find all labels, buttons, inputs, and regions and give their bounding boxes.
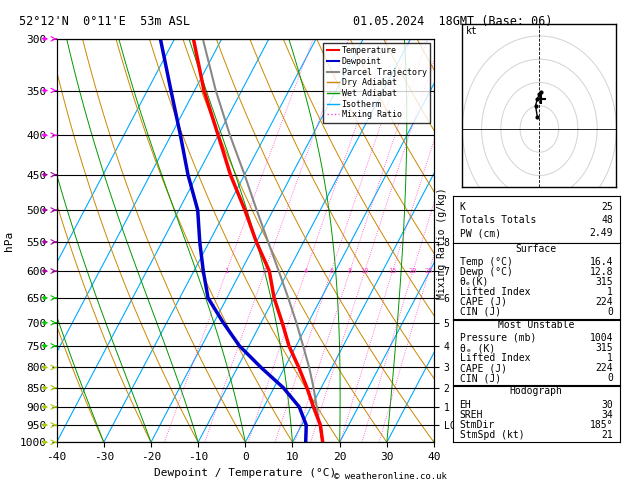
Text: Most Unstable: Most Unstable — [498, 320, 574, 330]
Text: CAPE (J): CAPE (J) — [460, 297, 506, 307]
Text: 34: 34 — [601, 410, 613, 420]
Text: © weatheronline.co.uk: © weatheronline.co.uk — [333, 472, 447, 481]
Text: 30: 30 — [601, 399, 613, 410]
Text: 1: 1 — [225, 268, 229, 274]
Text: Lifted Index: Lifted Index — [460, 287, 530, 296]
Text: θₑ(K): θₑ(K) — [460, 277, 489, 287]
Text: CIN (J): CIN (J) — [460, 373, 501, 383]
Text: StmSpd (kt): StmSpd (kt) — [460, 430, 524, 440]
Text: Totals Totals: Totals Totals — [460, 215, 536, 225]
Text: 15: 15 — [388, 268, 397, 274]
Text: 20: 20 — [409, 268, 417, 274]
Text: 48: 48 — [601, 215, 613, 225]
Text: 224: 224 — [595, 363, 613, 373]
Text: 10: 10 — [360, 268, 369, 274]
Text: 6: 6 — [329, 268, 333, 274]
Text: 2.49: 2.49 — [589, 228, 613, 238]
Text: Mixing Ratio (g/kg): Mixing Ratio (g/kg) — [437, 187, 447, 299]
Text: 1004: 1004 — [589, 333, 613, 343]
Text: 52°12'N  0°11'E  53m ASL: 52°12'N 0°11'E 53m ASL — [19, 15, 190, 28]
X-axis label: Dewpoint / Temperature (°C): Dewpoint / Temperature (°C) — [154, 468, 337, 478]
Text: 16.4: 16.4 — [589, 257, 613, 266]
Y-axis label: km
ASL: km ASL — [464, 232, 486, 249]
Legend: Temperature, Dewpoint, Parcel Trajectory, Dry Adiabat, Wet Adiabat, Isotherm, Mi: Temperature, Dewpoint, Parcel Trajectory… — [323, 43, 430, 122]
Text: CAPE (J): CAPE (J) — [460, 363, 506, 373]
Text: 224: 224 — [595, 297, 613, 307]
Text: EH: EH — [460, 399, 471, 410]
Text: 315: 315 — [595, 343, 613, 353]
Text: Lifted Index: Lifted Index — [460, 353, 530, 363]
Text: Temp (°C): Temp (°C) — [460, 257, 513, 266]
Text: 4: 4 — [304, 268, 308, 274]
Text: 0: 0 — [607, 307, 613, 317]
Text: θₑ (K): θₑ (K) — [460, 343, 495, 353]
Text: 2: 2 — [263, 268, 267, 274]
Text: 8: 8 — [348, 268, 352, 274]
Text: 315: 315 — [595, 277, 613, 287]
Text: kt: kt — [466, 26, 478, 35]
Text: K: K — [460, 202, 465, 212]
Text: 1: 1 — [607, 353, 613, 363]
Text: Surface: Surface — [516, 243, 557, 254]
Y-axis label: hPa: hPa — [4, 230, 14, 251]
Text: 25: 25 — [601, 202, 613, 212]
Text: CIN (J): CIN (J) — [460, 307, 501, 317]
Text: StmDir: StmDir — [460, 420, 495, 430]
Text: 21: 21 — [601, 430, 613, 440]
Text: SREH: SREH — [460, 410, 483, 420]
Text: 25: 25 — [425, 268, 433, 274]
Text: Pressure (mb): Pressure (mb) — [460, 333, 536, 343]
Text: 185°: 185° — [589, 420, 613, 430]
Text: PW (cm): PW (cm) — [460, 228, 501, 238]
Text: 0: 0 — [607, 373, 613, 383]
Text: 01.05.2024  18GMT (Base: 06): 01.05.2024 18GMT (Base: 06) — [353, 15, 553, 28]
Text: Dewp (°C): Dewp (°C) — [460, 267, 513, 277]
Text: 12.8: 12.8 — [589, 267, 613, 277]
Text: 1: 1 — [607, 287, 613, 296]
Text: Hodograph: Hodograph — [509, 386, 563, 397]
